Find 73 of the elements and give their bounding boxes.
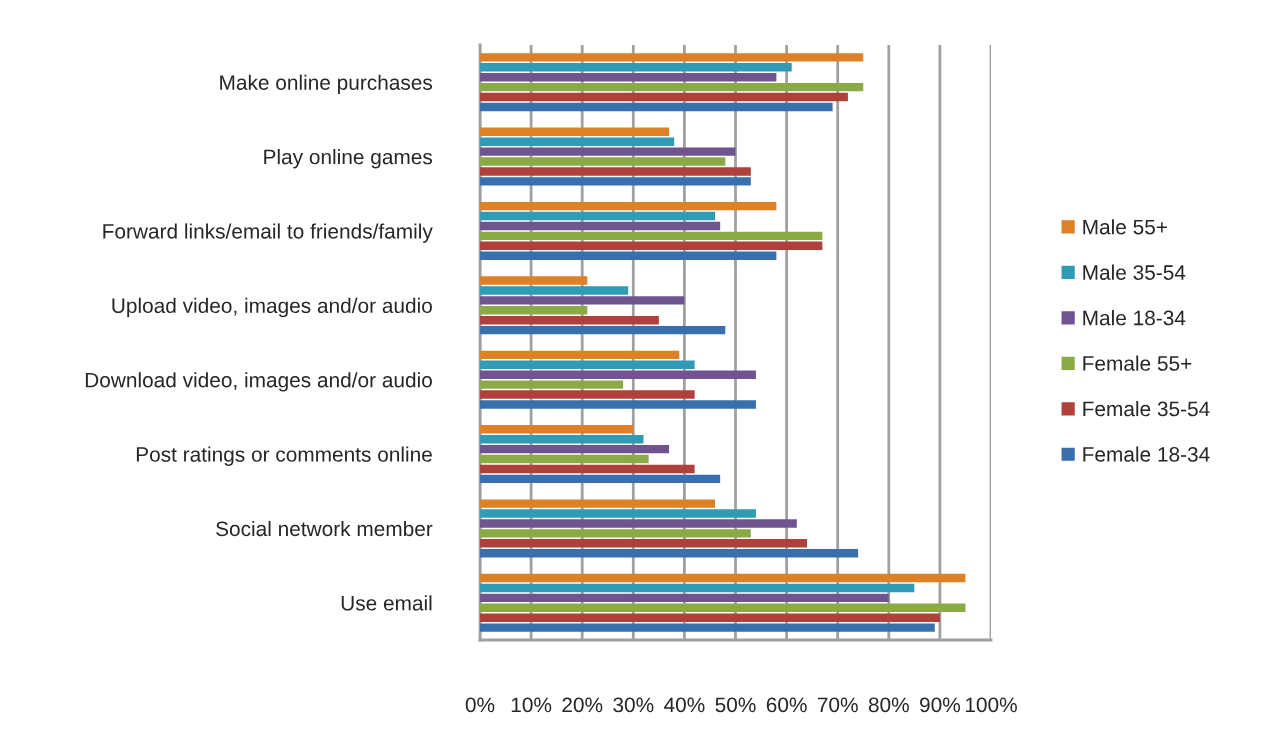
bar — [480, 603, 966, 612]
legend-label: Male 55+ — [1083, 219, 1167, 235]
bar — [480, 519, 797, 528]
bar — [480, 53, 864, 62]
y-tick-label: Play online games — [264, 149, 433, 169]
bar — [480, 370, 756, 379]
x-tick-label: 60% — [766, 697, 807, 713]
legend-label: Female 18-34 — [1083, 446, 1210, 462]
bar — [480, 539, 808, 548]
bar — [480, 583, 915, 593]
bar — [480, 92, 848, 102]
bar — [480, 499, 716, 508]
bar — [480, 63, 792, 72]
bar — [480, 221, 721, 231]
bar — [480, 444, 670, 454]
x-tick-label: 40% — [664, 697, 705, 713]
bar — [480, 380, 624, 389]
bar — [480, 177, 751, 186]
bar — [480, 434, 644, 444]
legend-label: Male 18-34 — [1083, 310, 1186, 326]
y-tick-label: Make online purchases — [220, 74, 433, 95]
x-tick-label: 10% — [511, 697, 552, 713]
x-tick-label: 70% — [817, 697, 858, 713]
bar — [480, 529, 751, 538]
bar — [480, 231, 823, 241]
bar — [480, 82, 864, 92]
bar — [480, 127, 670, 136]
bar — [480, 593, 889, 603]
legend-label: Female 35-54 — [1083, 400, 1210, 417]
y-tick-label: Social network member — [216, 520, 433, 537]
bar — [480, 306, 588, 315]
x-tick-label: 20% — [562, 697, 603, 713]
bar — [480, 613, 940, 622]
x-tick-label: 0% — [465, 697, 495, 713]
x-tick-label: 50% — [715, 697, 756, 713]
y-tick-label: Use email — [341, 595, 432, 611]
bar — [480, 296, 685, 305]
bar — [480, 241, 823, 251]
bar — [480, 167, 751, 176]
bar — [480, 350, 680, 360]
y-tick-label: Forward links/email to friends/family — [103, 223, 433, 243]
bar — [480, 157, 726, 166]
bar — [480, 147, 736, 156]
bar — [480, 400, 756, 409]
legend-label: Male 35-54 — [1083, 264, 1186, 280]
bar — [480, 201, 777, 211]
bar — [480, 251, 777, 260]
y-tick-label: Upload video, images and/or audio — [112, 297, 432, 318]
bar — [480, 286, 629, 295]
bar — [480, 474, 721, 484]
bar — [480, 276, 588, 285]
bar — [480, 549, 859, 558]
bar — [480, 325, 726, 335]
bar — [480, 102, 833, 112]
x-tick-label: 90% — [920, 697, 961, 713]
legend-label: Female 55+ — [1083, 355, 1192, 371]
bar — [480, 454, 649, 464]
bar — [480, 509, 756, 518]
y-tick-label: Post ratings or comments online — [136, 446, 432, 466]
bar — [480, 464, 695, 474]
bar — [480, 425, 634, 434]
bar — [480, 137, 675, 146]
bar — [480, 315, 659, 325]
x-tick-label: 30% — [613, 697, 654, 713]
bar — [480, 360, 695, 370]
bar — [480, 623, 935, 632]
x-tick-label: 80% — [868, 697, 909, 713]
y-tick-label: Download video, images and/or audio — [85, 372, 432, 392]
bar — [480, 390, 695, 399]
x-tick-label: 100% — [965, 697, 1017, 713]
bar — [480, 73, 777, 82]
bar — [480, 573, 966, 583]
bar — [480, 211, 716, 221]
